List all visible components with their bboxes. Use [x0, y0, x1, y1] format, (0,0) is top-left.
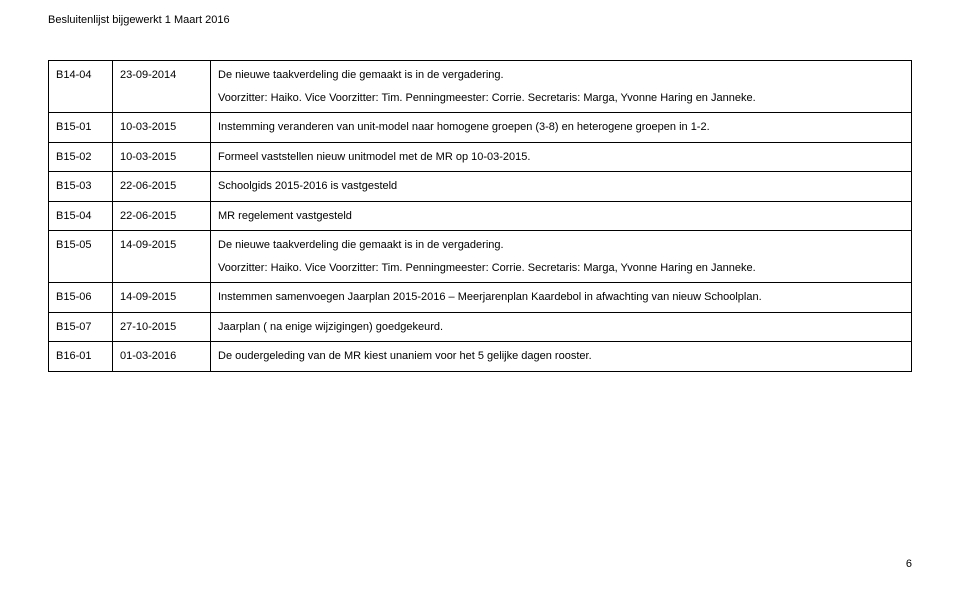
date-cell: 23-09-2014	[113, 61, 211, 113]
decisions-table: B14-0423-09-2014 De nieuwe taakverdeling …	[48, 60, 912, 372]
table-row: B16-0101-03-2016De oudergeleding van de …	[49, 342, 912, 372]
table-row: B15-0322-06-2015Schoolgids 2015-2016 is …	[49, 172, 912, 202]
date-cell: 22-06-2015	[113, 172, 211, 202]
description-cell: Schoolgids 2015-2016 is vastgesteld	[211, 172, 912, 202]
date-cell: 01-03-2016	[113, 342, 211, 372]
code-cell: B15-03	[49, 172, 113, 202]
code-cell: B15-01	[49, 113, 113, 143]
table-row: B15-0210-03-2015Formeel vaststellen nieu…	[49, 142, 912, 172]
code-cell: B15-06	[49, 283, 113, 313]
date-cell: 27-10-2015	[113, 312, 211, 342]
code-cell: B15-04	[49, 201, 113, 231]
description-cell: MR regelement vastgesteld	[211, 201, 912, 231]
description-cell: De oudergeleding van de MR kiest unaniem…	[211, 342, 912, 372]
code-cell: B16-01	[49, 342, 113, 372]
table-row: B15-0727-10-2015Jaarplan ( na enige wijz…	[49, 312, 912, 342]
date-cell: 14-09-2015	[113, 231, 211, 283]
description-cell: Instemmen samenvoegen Jaarplan 2015-2016…	[211, 283, 912, 313]
table-row: B14-0423-09-2014 De nieuwe taakverdeling …	[49, 61, 912, 113]
table-row: B15-0110-03-2015Instemming veranderen va…	[49, 113, 912, 143]
description-cell: Jaarplan ( na enige wijzigingen) goedgek…	[211, 312, 912, 342]
document-page: Besluitenlijst bijgewerkt 1 Maart 2016 B…	[0, 0, 960, 590]
code-cell: B15-05	[49, 231, 113, 283]
code-cell: B15-02	[49, 142, 113, 172]
date-cell: 14-09-2015	[113, 283, 211, 313]
description-cell: Formeel vaststellen nieuw unitmodel met …	[211, 142, 912, 172]
description-cell: De nieuwe taakverdeling die gemaakt is i…	[211, 231, 912, 283]
description-cell: De nieuwe taakverdeling die gemaakt is i…	[211, 61, 912, 113]
page-header: Besluitenlijst bijgewerkt 1 Maart 2016	[48, 14, 912, 26]
date-cell: 10-03-2015	[113, 113, 211, 143]
table-body: B14-0423-09-2014 De nieuwe taakverdeling …	[49, 61, 912, 372]
code-cell: B15-07	[49, 312, 113, 342]
table-row: B15-0614-09-2015Instemmen samenvoegen Ja…	[49, 283, 912, 313]
description-line: De nieuwe taakverdeling die gemaakt is i…	[218, 67, 904, 84]
date-cell: 22-06-2015	[113, 201, 211, 231]
description-line: Voorzitter: Haiko. Vice Voorzitter: Tim.…	[218, 90, 904, 107]
table-row: B15-0422-06-2015MR regelement vastgestel…	[49, 201, 912, 231]
date-cell: 10-03-2015	[113, 142, 211, 172]
description-cell: Instemming veranderen van unit-model naa…	[211, 113, 912, 143]
description-line: Voorzitter: Haiko. Vice Voorzitter: Tim.…	[218, 260, 904, 277]
page-number: 6	[906, 558, 912, 570]
description-line: De nieuwe taakverdeling die gemaakt is i…	[218, 237, 904, 254]
code-cell: B14-04	[49, 61, 113, 113]
table-row: B15-0514-09-2015 De nieuwe taakverdeling …	[49, 231, 912, 283]
